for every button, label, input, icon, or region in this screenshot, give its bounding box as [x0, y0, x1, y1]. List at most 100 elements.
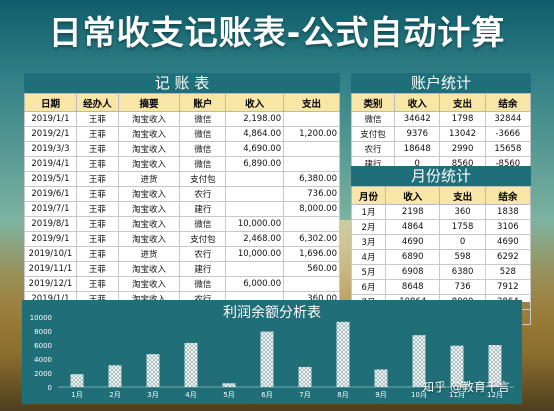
account-row-cell: 32844 [484, 111, 532, 127]
x-tick-label: 3月 [147, 391, 158, 399]
ledger-row-cell: 2019/6/1 [24, 186, 77, 202]
ledger-row: 2019/10/1 王菲 进货 农行 10,000.00 1,696.00 [24, 246, 340, 262]
ledger-row-cell: 王菲 [75, 276, 119, 292]
chart-bar [488, 345, 502, 387]
monthly-row-cell: 4690 [484, 234, 532, 250]
chart-bar [450, 345, 464, 387]
ledger-row-cell: 淘宝收入 [117, 216, 181, 232]
ledger-body: 2019/1/1 王菲 淘宝收入 微信 2,198.00 2019/2/1 王菲 淘宝收入 微信… [24, 111, 340, 322]
ledger-row-cell: 8,000.00 [283, 201, 340, 217]
ledger-row-cell: 王菲 [75, 216, 119, 232]
x-tick-label: 9月 [375, 391, 386, 399]
ledger-row-cell: 2019/7/1 [24, 201, 77, 217]
ledger-row-cell: 2019/11/1 [24, 261, 77, 277]
ledger-row-cell: 1,696.00 [283, 246, 340, 262]
x-tick-label: 6月 [261, 391, 272, 399]
x-tick-label: 8月 [337, 391, 348, 399]
ledger-row-cell: 农行 [179, 246, 227, 262]
account-col-income: 收入 [394, 93, 441, 112]
ledger-col-account: 账户 [179, 93, 227, 112]
ledger-row-cell: 建行 [179, 201, 227, 217]
ledger-row-cell [283, 111, 340, 127]
ledger-row: 2019/11/1 王菲 淘宝收入 建行 560.00 [24, 261, 340, 277]
monthly-row-cell: 360 [439, 204, 486, 220]
ledger-row-cell: 2,198.00 [225, 111, 285, 127]
y-tick-label: 2000 [34, 370, 52, 378]
monthly-row-cell: 4月 [351, 249, 386, 265]
ledger-row: 2019/8/1 王菲 淘宝收入 微信 10,000.00 [24, 216, 340, 232]
ledger-row-cell: 王菲 [75, 156, 119, 172]
x-tick-label: 7月 [299, 391, 310, 399]
x-tick-label: 5月 [223, 391, 234, 399]
ledger-row-cell: 王菲 [75, 171, 119, 187]
chart-bar [260, 331, 274, 387]
ledger-row-cell [283, 141, 340, 157]
ledger-row-cell [225, 171, 285, 187]
x-tick-label: 2月 [109, 391, 120, 399]
ledger-row-cell: 农行 [179, 186, 227, 202]
ledger-panel: 记 账 表 日期 经办人 摘要 账户 收入 支出 2019/1/1 王菲 淘宝收入微… [24, 73, 340, 322]
ledger-row-cell: 淘宝收入 [117, 201, 181, 217]
monthly-row-cell: 4690 [384, 234, 441, 250]
monthly-row: 4月 6890 598 6292 [351, 249, 532, 265]
ledger-row-cell: 10,000.00 [225, 246, 285, 262]
account-row: 微信 34642 1798 32844 [350, 111, 532, 127]
ledger-row-cell: 微信 [179, 111, 227, 127]
ledger-row-cell: 淘宝收入 [117, 276, 181, 292]
chart-bar [374, 369, 388, 387]
ledger-row-cell: 进货 [117, 246, 181, 262]
chart-bar [336, 321, 350, 387]
monthly-row-cell: 2月 [351, 219, 386, 235]
account-row-cell: -3666 [484, 126, 532, 142]
monthly-row-cell: 528 [484, 264, 532, 280]
ledger-row-cell: 微信 [179, 126, 227, 142]
ledger-row-cell [283, 216, 340, 232]
ledger-row-cell: 6,302.00 [283, 231, 340, 247]
ledger-col-expense: 支出 [283, 93, 340, 112]
ledger-row-cell: 淘宝收入 [117, 156, 181, 172]
ledger-row-cell: 进货 [117, 171, 181, 187]
monthly-row: 6月 8648 736 7912 [351, 279, 532, 295]
monthly-row-cell: 5月 [351, 264, 386, 280]
ledger-row-cell [225, 186, 285, 202]
ledger-col-income: 收入 [225, 93, 285, 112]
profit-chart-panel: 利润余额分析表 0 2000 4000 6000 8000 10000 1月 2月 3月 4月 5… [22, 300, 522, 404]
y-tick-label: 8000 [34, 328, 52, 336]
chart-bar [184, 342, 198, 387]
ledger-row: 2019/12/1 王菲 淘宝收入 微信 6,000.00 [24, 276, 340, 292]
ledger-row-cell: 6,380.00 [283, 171, 340, 187]
monthly-row: 2月 4864 1758 3106 [351, 219, 532, 235]
ledger-row-cell: 王菲 [75, 231, 119, 247]
account-stats-table: 类别 收入 支出 结余 微信 34642 1798 32844 支付包 9376 13042… [350, 93, 532, 172]
monthly-row-cell: 6908 [384, 264, 441, 280]
y-tick-label: 4000 [34, 356, 52, 364]
ledger-row-cell: 2019/3/3 [24, 141, 77, 157]
chart-bar [412, 335, 426, 387]
ledger-row-cell [283, 276, 340, 292]
ledger-row-cell: 2019/1/1 [24, 111, 77, 127]
ledger-col-summary: 摘要 [117, 93, 181, 112]
ledger-row: 2019/6/1 王菲 淘宝收入 农行 736.00 [24, 186, 340, 202]
ledger-row-cell: 2019/12/1 [24, 276, 77, 292]
ledger-row-cell: 10,000.00 [225, 216, 285, 232]
account-col-balance: 结余 [484, 93, 532, 112]
account-row-cell: 农行 [350, 141, 396, 157]
ledger-row-cell: 2019/5/1 [24, 171, 77, 187]
monthly-row: 1月 2198 360 1838 [351, 204, 532, 220]
account-row-cell: 微信 [350, 111, 396, 127]
ledger-row-cell: 微信 [179, 276, 227, 292]
monthly-row-cell: 4864 [384, 219, 441, 235]
ledger-row-cell: 2019/9/1 [24, 231, 77, 247]
ledger-row-cell: 王菲 [75, 246, 119, 262]
account-row-cell: 2990 [439, 141, 486, 157]
x-tick-label: 12月 [487, 391, 503, 399]
monthly-row-cell: 3106 [484, 219, 532, 235]
monthly-row-cell: 8648 [384, 279, 441, 295]
monthly-row-cell: 736 [439, 279, 486, 295]
x-tick-label: 1月 [71, 391, 82, 399]
y-tick-label: 6000 [34, 342, 52, 350]
y-tick-label: 10000 [30, 314, 52, 322]
ledger-row-cell: 6,890.00 [225, 156, 285, 172]
ledger-row: 2019/2/1 王菲 淘宝收入 微信 4,864.00 1,200.00 [24, 126, 340, 142]
ledger-col-handler: 经办人 [75, 93, 119, 112]
